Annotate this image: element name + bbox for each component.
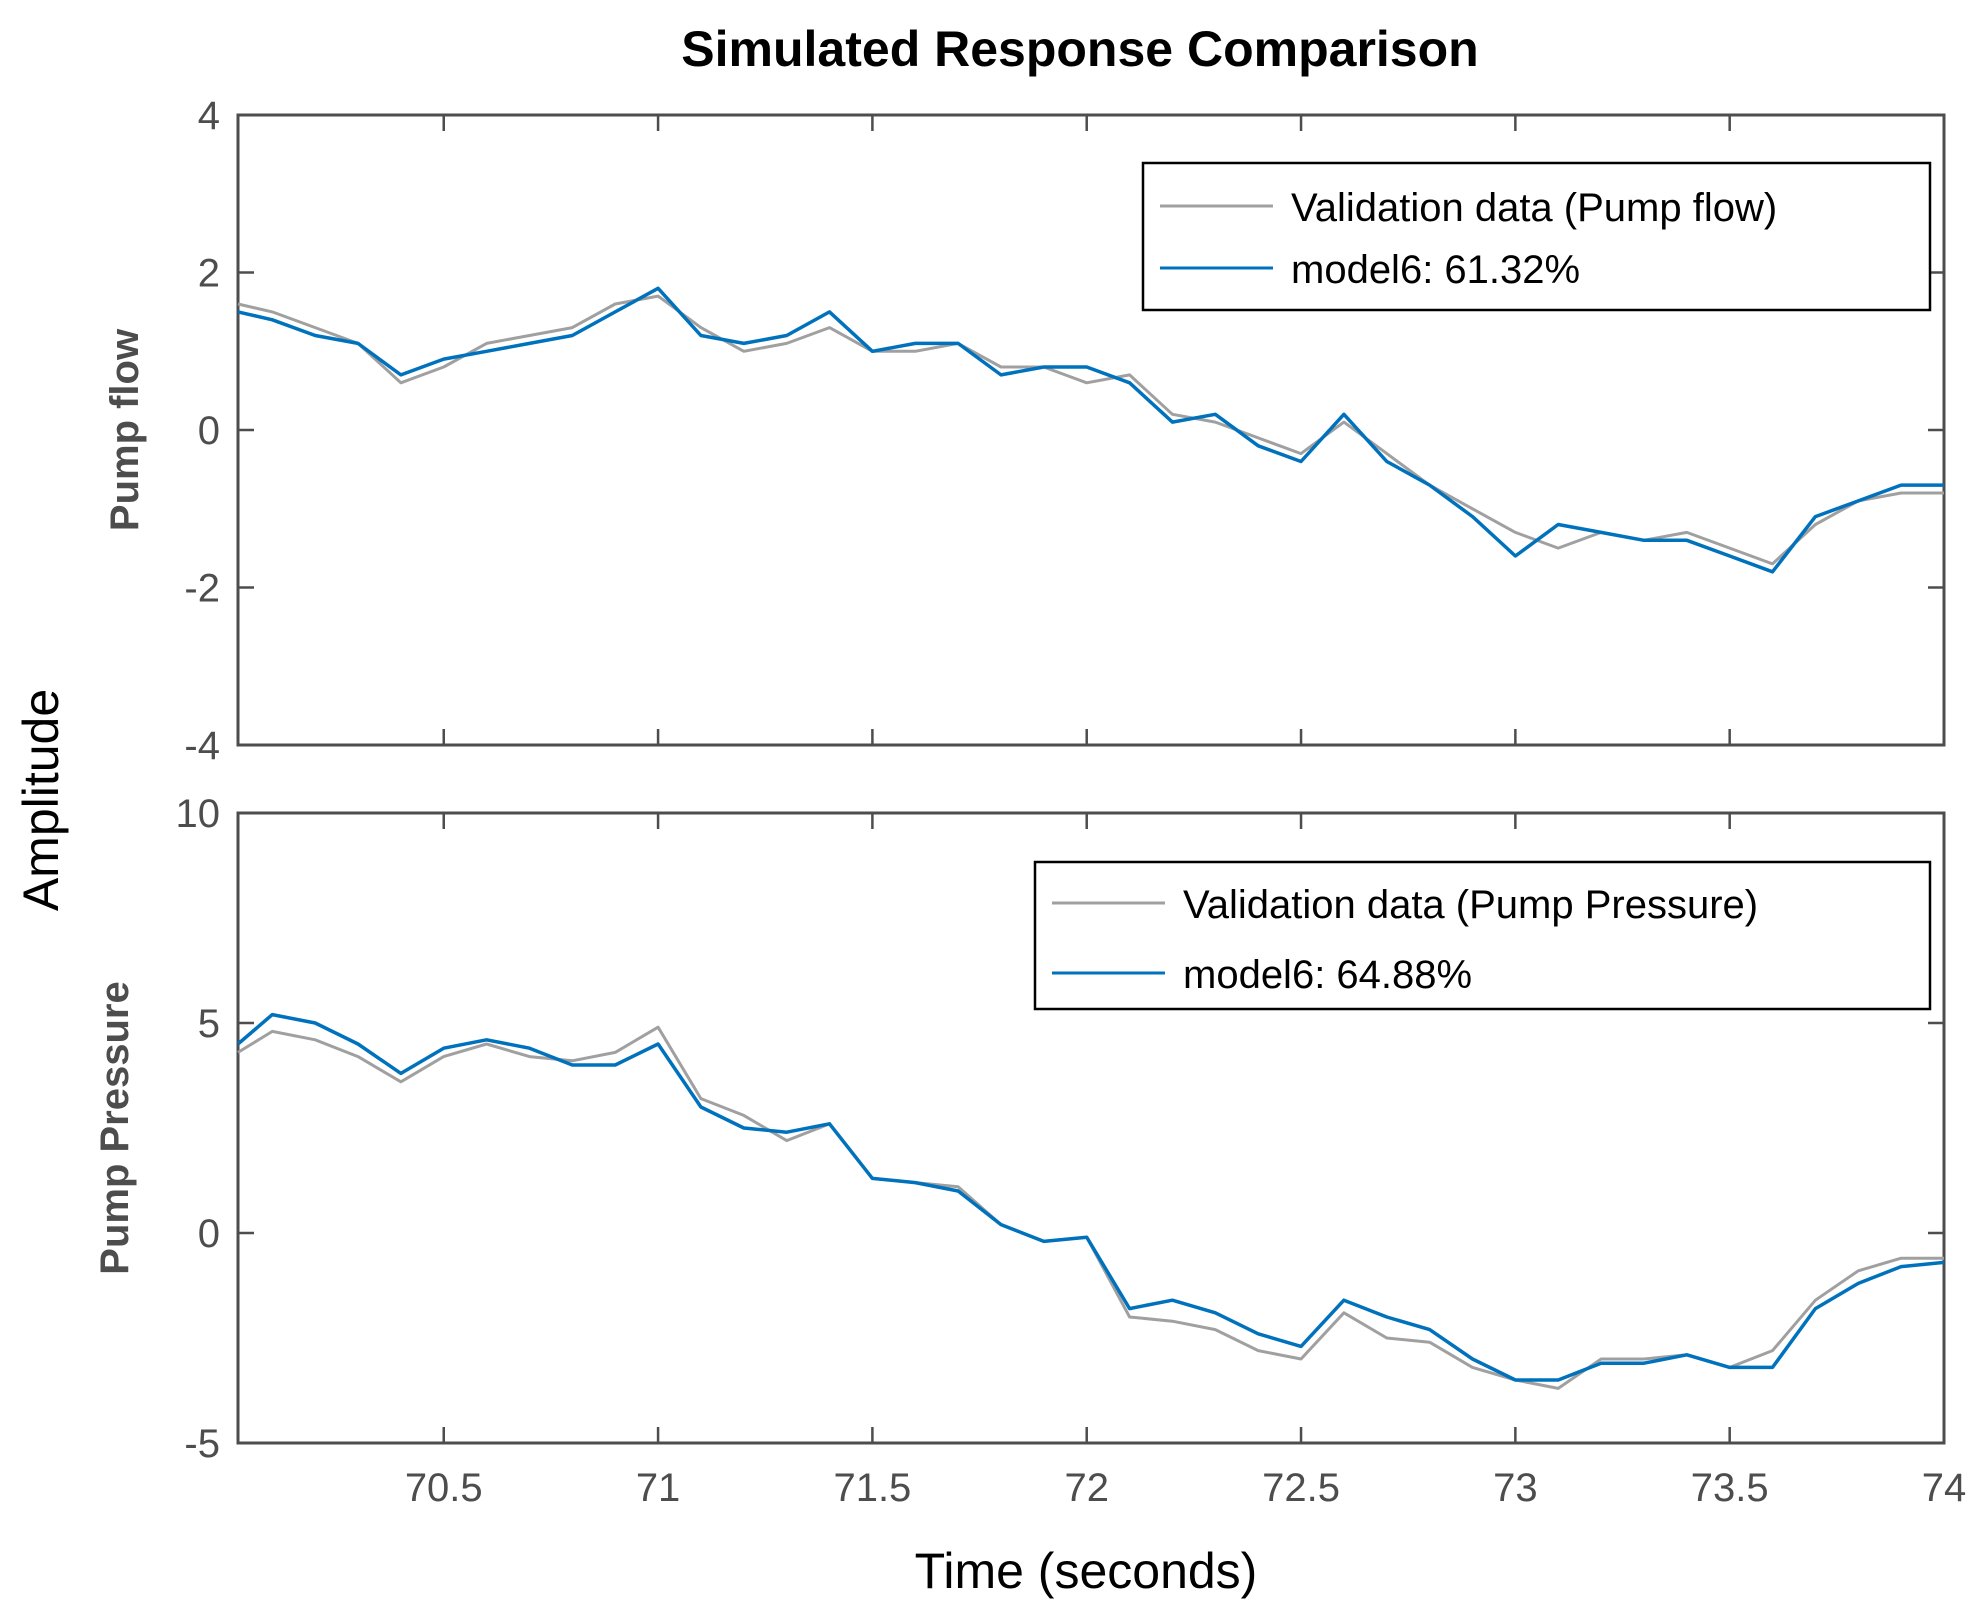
series-lines-pump-pressure: [236, 1012, 1945, 1390]
y-axis-label-pump-pressure: Pump Pressure: [93, 981, 137, 1274]
y-tick-label: 2: [198, 252, 220, 296]
y-tick-label: 10: [176, 792, 221, 836]
legend-pump-pressure: Validation data (Pump Pressure) model6: …: [1033, 860, 1932, 1011]
legend-box: [1033, 860, 1932, 1011]
y-ticks-pump-pressure: 10 5 0 -5: [176, 792, 1944, 1466]
series-lines-pump-flow: [237, 286, 1944, 574]
x-tick-labels: 70.5 71 71.5 72 72.5 73 73.5 74: [405, 1466, 1966, 1510]
x-tick-label: 74: [1922, 1466, 1967, 1510]
subplot-pump-pressure: 10 5 0 -5 Pump Pressure Validation data (Pu…: [93, 792, 1946, 1466]
y-tick-label: -2: [184, 567, 220, 611]
x-tick-label: 72.5: [1262, 1466, 1340, 1510]
series-line-model: [237, 286, 1944, 574]
y-tick-label: 4: [198, 94, 220, 138]
x-tick-label: 71.5: [833, 1466, 911, 1510]
legend-label-validation: Validation data (Pump Pressure): [1183, 883, 1758, 927]
series-line-model: [236, 1012, 1945, 1382]
legend-label-model: model6: 64.88%: [1183, 953, 1472, 997]
legend-label-validation: Validation data (Pump flow): [1291, 186, 1777, 230]
x-tick-label: 73.5: [1691, 1466, 1769, 1510]
x-tick-marks-pump-pressure: [442, 813, 1946, 1443]
x-axis-label: Time (seconds): [915, 1543, 1258, 1599]
subplot-pump-flow: 4 2 0 -2 -4 Pump flow Validation data (Pump …: [103, 94, 1946, 768]
legend-label-model: model6: 61.32%: [1291, 248, 1580, 292]
y-tick-label: -5: [184, 1422, 220, 1466]
x-tick-label: 72: [1064, 1466, 1109, 1510]
y-tick-label: -4: [184, 724, 220, 768]
chart-title: Simulated Response Comparison: [681, 21, 1478, 77]
legend-box: [1141, 161, 1932, 312]
y-axis-label-pump-flow: Pump flow: [103, 328, 147, 531]
x-tick-label: 73: [1493, 1466, 1538, 1510]
y-tick-label: 0: [198, 1212, 220, 1256]
y-tick-label: 5: [198, 1002, 220, 1046]
y-axis-label-shared: Amplitude: [13, 689, 69, 911]
x-tick-label: 70.5: [405, 1466, 483, 1510]
legend-pump-flow: Validation data (Pump flow) model6: 61.3…: [1141, 161, 1932, 312]
y-ticks-pump-flow: 4 2 0 -2 -4: [184, 94, 1944, 768]
x-tick-marks-pump-flow: [442, 115, 1946, 745]
y-tick-label: 0: [198, 409, 220, 453]
series-line-validation: [237, 294, 1944, 566]
x-tick-label: 71: [636, 1466, 681, 1510]
